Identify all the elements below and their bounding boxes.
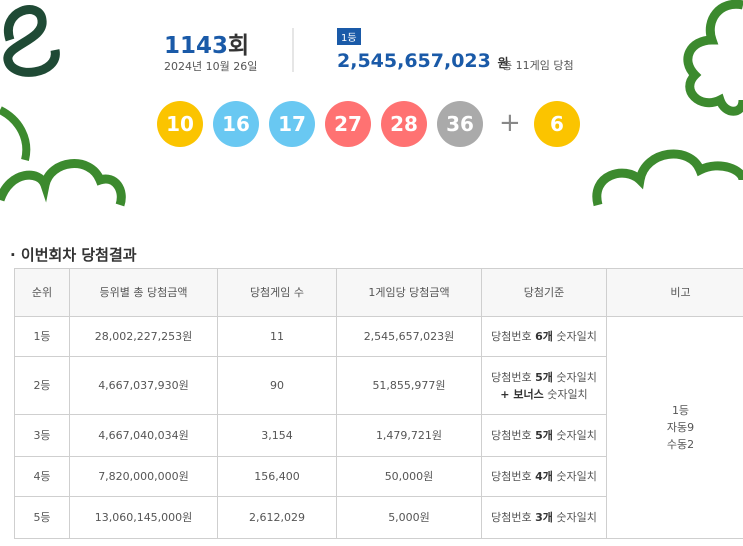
criteria-text: 숫자일치: [552, 429, 597, 442]
criteria-cell: 당첨번호 3개 숫자일치: [481, 496, 607, 539]
row: 5등 13,060,145,000원 2,612,029 5,000원 당첨번호 3개 …: [14, 496, 743, 539]
criteria-text: 5개: [535, 370, 553, 384]
criteria-text: + 보너스: [500, 387, 544, 401]
criteria-text: 당첨번호: [491, 330, 536, 343]
header-cell: 순위: [14, 268, 70, 317]
ball: 28: [381, 101, 427, 147]
criteria-line: + 보너스 숫자일치: [482, 386, 606, 403]
ball: 10: [157, 101, 203, 147]
row: 1등 28,002,227,253원 11 2,545,657,023원 당첨번호 6개…: [14, 316, 743, 539]
header-row: 순위 등위별 총 당첨금액 당첨게임 수 1게임당 당첨금액 당첨기준 비고: [14, 268, 743, 317]
criteria-text: 숫자일치: [552, 330, 597, 343]
criteria-line: 당첨번호 5개 숫자일치: [482, 369, 606, 386]
criteria-text: 숫자일치: [552, 511, 597, 524]
note-line: 수동2: [666, 438, 695, 451]
cloud: [683, 0, 743, 116]
rank-badge: 1등: [337, 28, 361, 45]
criteria-line: 당첨번호 5개 숫자일치: [482, 427, 606, 444]
criteria-text: 숫자일치: [552, 470, 597, 483]
cloud: [0, 159, 126, 207]
cell: 4,667,037,930원: [69, 356, 218, 415]
header-cell: 1게임당 당첨금액: [336, 268, 482, 317]
criteria-text: 숫자일치: [552, 370, 597, 384]
round-number: 1143: [164, 33, 229, 59]
curl: [3, 5, 60, 77]
cell: 1등: [14, 316, 70, 357]
cell: 2,545,657,023원: [336, 316, 482, 357]
cell: 4,667,040,034원: [69, 414, 218, 457]
section-title: · 이번회차 당첨결과: [10, 246, 137, 264]
criteria-line: 당첨번호 3개 숫자일치: [482, 509, 606, 526]
cell: 3등: [14, 414, 70, 457]
ball: 36: [437, 101, 483, 147]
cell: 3,154: [217, 414, 337, 457]
cell: 90: [217, 356, 337, 415]
cell: 50,000원: [336, 456, 482, 497]
prize-unit: 원: [497, 56, 509, 70]
winners-note: 총 11게임 당첨: [502, 59, 574, 72]
criteria-text: 숫자일치: [543, 387, 588, 401]
criteria-cell: 당첨번호 5개 숫자일치: [481, 414, 607, 457]
cell: 28,002,227,253원: [69, 316, 218, 357]
criteria-text: 당첨번호: [491, 470, 536, 483]
round-suffix: 회: [228, 33, 250, 59]
criteria-text: 6개: [535, 330, 553, 343]
cell: 51,855,977원: [336, 356, 482, 415]
cell: 13,060,145,000원: [69, 496, 218, 539]
cloud: [592, 149, 743, 207]
criteria-text: 4개: [535, 470, 553, 483]
decoration: [0, 0, 743, 207]
prize-amount: 2,545,657,023: [337, 50, 491, 72]
cell: 5등: [14, 496, 70, 539]
cell: 1,479,721원: [336, 414, 482, 457]
cell: 2등: [14, 356, 70, 415]
criteria-text: 당첨번호: [491, 429, 536, 442]
criteria-text: 5개: [535, 429, 553, 442]
cell: 4등: [14, 456, 70, 497]
note-line: 1등: [671, 404, 690, 417]
criteria-line: 당첨번호 6개 숫자일치: [482, 328, 606, 345]
cell: 2,612,029: [217, 496, 337, 539]
ball: 16: [213, 101, 259, 147]
note-line: 자동9: [666, 421, 695, 434]
ball: 27: [325, 101, 371, 147]
results-table: 순위 등위별 총 당첨금액 당첨게임 수 1게임당 당첨금액 당첨기준 비고 1등 28,00…: [14, 268, 743, 539]
criteria-cell: 당첨번호 6개 숫자일치: [481, 316, 607, 357]
curl: [0, 106, 31, 161]
header-cell: 등위별 총 당첨금액: [69, 268, 218, 317]
criteria-text: 3개: [535, 511, 553, 524]
bonus-ball: 6: [534, 101, 580, 147]
header-cell: 당첨기준: [481, 268, 607, 317]
round: 1143회: [164, 26, 249, 60]
plus: +: [499, 108, 521, 138]
row: 2등 4,667,037,930원 90 51,855,977원 당첨번호 5개 숫자일…: [14, 356, 743, 415]
criteria-text: 당첨번호: [491, 370, 536, 384]
criteria-text: 당첨번호: [491, 511, 536, 524]
section-title-text: 이번회차 당첨결과: [20, 246, 137, 264]
criteria-line: 당첨번호 4개 숫자일치: [482, 468, 606, 485]
criteria-cell: 당첨번호 5개 숫자일치 + 보너스 숫자일치: [481, 356, 607, 415]
row: 4등 7,820,000,000원 156,400 50,000원 당첨번호 4개 숫자…: [14, 456, 743, 497]
cell: 7,820,000,000원: [69, 456, 218, 497]
date: 2024년 10월 26일: [164, 60, 258, 73]
cell: 11: [217, 316, 337, 357]
row: 3등 4,667,040,034원 3,154 1,479,721원 당첨번호 5개 숫…: [14, 414, 743, 457]
header-cell: 비고: [606, 268, 743, 317]
ball: 17: [269, 101, 315, 147]
cell: 156,400: [217, 456, 337, 497]
header-cell: 당첨게임 수: [217, 268, 337, 317]
cell: 5,000원: [336, 496, 482, 539]
prize: 2,545,657,023 원: [337, 50, 509, 72]
criteria-cell: 당첨번호 4개 숫자일치: [481, 456, 607, 497]
